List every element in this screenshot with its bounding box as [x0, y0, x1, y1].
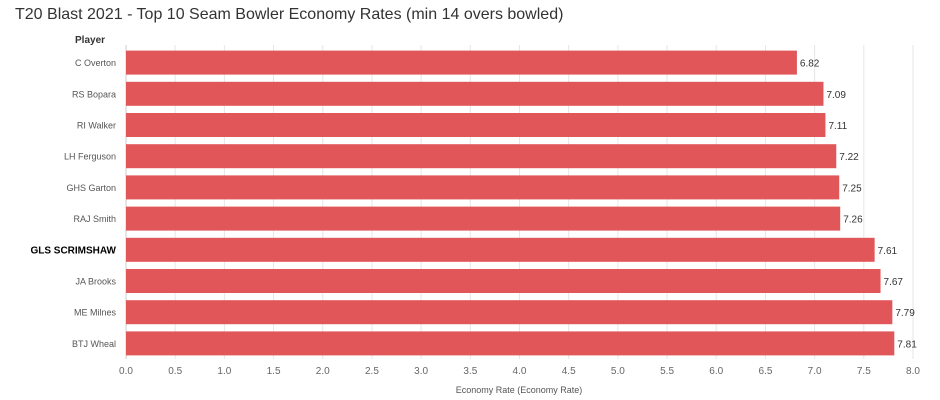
- x-tick-labels: 0.0 0.5 1.0 1.5 2.0 2.5 3.0 3.5 4.0 4.5 5.0 5.5 6.0 6…: [119, 366, 920, 377]
- bar: [126, 300, 893, 325]
- category-label: LH Ferguson: [64, 152, 116, 162]
- category-labels: C Overton RS Bopara RI Walker LH Ferguson GH…: [30, 58, 116, 349]
- data-label: 7.22: [839, 152, 859, 163]
- data-label: 7.25: [842, 183, 862, 194]
- data-label: 7.26: [843, 215, 863, 226]
- x-tick-label: 4.5: [562, 366, 576, 377]
- bar: [126, 269, 881, 293]
- bars-layer: [126, 50, 895, 356]
- x-tick-label: 7.5: [857, 366, 871, 377]
- x-tick-label: 1.5: [267, 366, 281, 377]
- category-label: RAJ Smith: [73, 214, 116, 224]
- x-tick-label: 2.0: [316, 366, 330, 377]
- category-label: GHS Garton: [66, 183, 116, 193]
- data-label: 7.09: [826, 90, 846, 101]
- x-tick-label: 7.0: [808, 366, 822, 377]
- data-label: 6.82: [800, 59, 820, 70]
- x-tick-label: 6.0: [709, 366, 723, 377]
- category-label: ME Milnes: [74, 308, 117, 318]
- y-axis-title: Player: [75, 35, 105, 46]
- category-label: RS Bopara: [72, 89, 116, 99]
- data-label: 7.81: [897, 339, 917, 350]
- x-tick-label: 5.0: [611, 366, 625, 377]
- data-labels: 6.82 7.09 7.11 7.22 7.25 7.26 7.61 7.67 7.79 7.81: [800, 59, 917, 351]
- x-tick-label: 0.5: [168, 366, 182, 377]
- category-label: JA Brooks: [75, 277, 116, 287]
- x-tick-label: 2.5: [365, 366, 379, 377]
- x-tick-label: 8.0: [906, 366, 920, 377]
- category-label: C Overton: [75, 58, 116, 68]
- data-label: 7.61: [878, 246, 898, 257]
- bar: [126, 144, 837, 169]
- data-label: 7.67: [884, 277, 904, 288]
- chart-title: T20 Blast 2021 - Top 10 Seam Bowler Econ…: [15, 6, 564, 23]
- category-label: RI Walker: [77, 121, 116, 131]
- x-axis-title: Economy Rate (Economy Rate): [456, 385, 583, 395]
- bar: [126, 81, 824, 106]
- data-label: 7.11: [828, 121, 847, 132]
- category-label: BTJ Wheal: [72, 339, 116, 349]
- bar: [126, 50, 797, 75]
- x-tick-label: 1.0: [217, 366, 231, 377]
- x-tick-label: 6.5: [758, 366, 772, 377]
- bar: [126, 331, 895, 356]
- x-tick-label: 3.0: [414, 366, 428, 377]
- bar: [126, 113, 826, 137]
- bar: [126, 175, 840, 200]
- x-tick-label: 3.5: [463, 366, 477, 377]
- category-label: GLS SCRIMSHAW: [30, 245, 116, 256]
- data-label: 7.79: [895, 308, 915, 319]
- bar: [126, 206, 841, 231]
- x-tick-label: 5.5: [660, 366, 674, 377]
- x-tick-label: 0.0: [119, 366, 133, 377]
- bar: [126, 237, 875, 262]
- x-tick-label: 4.0: [513, 366, 527, 377]
